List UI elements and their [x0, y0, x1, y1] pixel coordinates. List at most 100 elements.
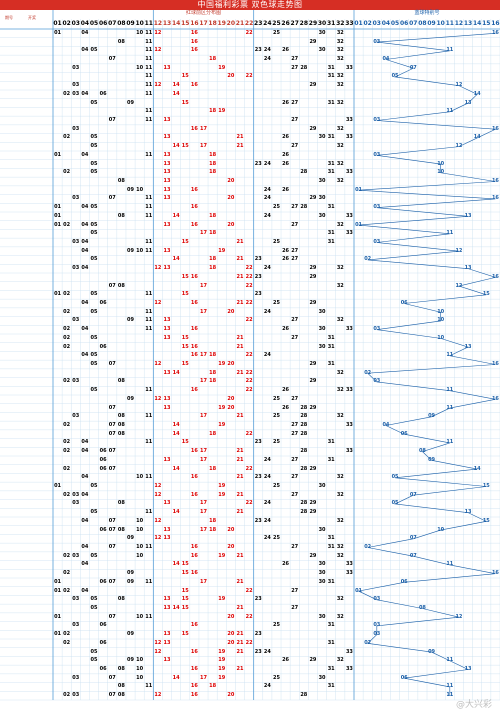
- blue-ball-cell: 13: [464, 343, 472, 350]
- red-ball-cell: 29: [309, 509, 317, 516]
- red-ball-cell: 30: [318, 308, 326, 315]
- red-ball-cell: 15: [181, 291, 189, 298]
- blue-column-header: 02: [363, 20, 372, 27]
- red-column-header: 07: [108, 20, 117, 27]
- red-ball-cell: 26: [282, 404, 290, 411]
- red-ball-cell: 16: [190, 186, 198, 193]
- red-ball-cell: 27: [291, 587, 299, 594]
- red-ball-cell: 15: [181, 334, 189, 341]
- red-ball-cell: 01: [54, 291, 62, 298]
- red-ball-cell: 20: [227, 613, 235, 620]
- red-ball-cell: 21: [236, 456, 244, 463]
- red-ball-cell: 08: [117, 526, 125, 533]
- red-ball-cell: 21: [236, 605, 244, 611]
- red-ball-cell: 33: [345, 64, 353, 71]
- blue-ball-cell: 03: [373, 631, 381, 638]
- red-ball-cell: 18: [209, 230, 217, 237]
- blue-ball-cell: 03: [373, 378, 381, 385]
- red-ball-cell: 14: [172, 509, 180, 516]
- grid-lines: [0, 10, 500, 701]
- red-ball-cell: 20: [227, 195, 235, 202]
- red-ball-cell: 02: [63, 491, 71, 498]
- red-ball-cell: 05: [90, 596, 98, 603]
- red-ball-cell: 10: [136, 517, 144, 524]
- blue-ball-cell: 11: [446, 657, 454, 664]
- red-ball-cell: 22: [245, 317, 253, 324]
- red-ball-cell: 03: [72, 692, 80, 699]
- red-ball-cell: 12: [154, 535, 162, 542]
- red-ball-cell: 18: [209, 151, 217, 158]
- blue-ball-cell: 08: [418, 448, 426, 455]
- red-ball-cell: 19: [218, 674, 226, 681]
- red-ball-cell: 15: [181, 143, 189, 150]
- red-ball-cell: 18: [209, 683, 217, 690]
- red-ball-cell: 03: [72, 500, 80, 507]
- red-ball-cell: 10: [136, 674, 144, 681]
- red-ball-cell: 04: [81, 448, 89, 455]
- red-ball-cell: 27: [291, 334, 299, 341]
- red-ball-cell: 07: [108, 117, 116, 123]
- blue-ball-cell: 09: [428, 413, 436, 420]
- red-ball-cell: 08: [117, 430, 125, 437]
- blue-ball-cell: 12: [455, 282, 463, 289]
- red-ball-cell: 15: [181, 596, 189, 603]
- red-ball-cell: 10: [136, 247, 144, 254]
- red-ball-cell: 06: [99, 526, 107, 533]
- red-ball-cell: 14: [172, 256, 180, 263]
- red-ball-cell: 16: [190, 343, 198, 350]
- red-ball-cell: 16: [190, 352, 198, 359]
- red-ball-cell: 23: [254, 256, 262, 263]
- red-ball-cell: 32: [336, 491, 344, 498]
- red-column-header: 18: [208, 20, 217, 27]
- red-ball-cell: 19: [218, 491, 226, 498]
- red-ball-cell: 17: [200, 230, 207, 237]
- blue-ball-cell: 16: [491, 125, 499, 132]
- red-ball-cell: 31: [327, 578, 335, 585]
- red-ball-cell: 03: [72, 378, 80, 385]
- red-ball-cell: 15: [181, 73, 189, 80]
- red-ball-cell: 26: [282, 134, 290, 141]
- red-ball-cell: 24: [263, 535, 271, 542]
- red-ball-cell: 05: [90, 143, 98, 150]
- red-column-header: 13: [162, 20, 172, 27]
- red-ball-cell: 02: [63, 422, 71, 428]
- red-ball-cell: 25: [272, 413, 280, 420]
- red-ball-cell: 28: [300, 500, 308, 507]
- red-ball-cell: 11: [145, 29, 153, 36]
- red-ball-cell: 32: [336, 596, 344, 603]
- red-ball-cell: 33: [345, 230, 353, 237]
- blue-ball-cell: 11: [446, 47, 454, 54]
- sub-header: 红球前区分布图 蓝球特别号: [0, 10, 500, 19]
- red-ball-cell: 29: [309, 404, 317, 411]
- red-ball-cell: 21: [236, 666, 244, 672]
- red-ball-cell: 02: [63, 587, 71, 594]
- red-ball-cell: 23: [254, 596, 262, 603]
- blue-ball-cell: 05: [391, 73, 399, 80]
- red-ball-cell: 08: [117, 413, 125, 420]
- red-ball-cell: 23: [254, 291, 262, 298]
- red-ball-cell: 07: [108, 422, 116, 428]
- red-ball-cell: 30: [318, 613, 326, 620]
- red-ball-cell: 09: [127, 657, 134, 664]
- red-ball-cell: 17: [200, 413, 207, 420]
- red-ball-cell: 32: [336, 317, 344, 324]
- red-ball-cell: 26: [282, 247, 290, 254]
- red-ball-cell: 11: [145, 291, 153, 298]
- blue-ball-cell: 13: [464, 99, 472, 106]
- red-ball-cell: 11: [145, 439, 153, 446]
- red-ball-cell: 29: [309, 500, 317, 507]
- award-label: 开奖: [28, 15, 36, 20]
- red-ball-cell: 04: [81, 517, 89, 524]
- red-ball-cell: 06: [99, 456, 107, 463]
- red-ball-cell: 21: [236, 448, 244, 455]
- red-ball-cell: 09: [127, 99, 134, 106]
- red-ball-cell: 03: [72, 125, 80, 132]
- red-ball-cell: 24: [263, 683, 271, 690]
- red-ball-cell: 19: [218, 552, 226, 559]
- red-ball-cell: 23: [254, 47, 262, 54]
- red-ball-cell: 17: [200, 282, 207, 289]
- red-ball-cell: 01: [54, 212, 62, 219]
- red-ball-cell: 10: [136, 657, 144, 664]
- red-ball-cell: 04: [81, 326, 89, 333]
- red-ball-cell: 17: [200, 526, 207, 533]
